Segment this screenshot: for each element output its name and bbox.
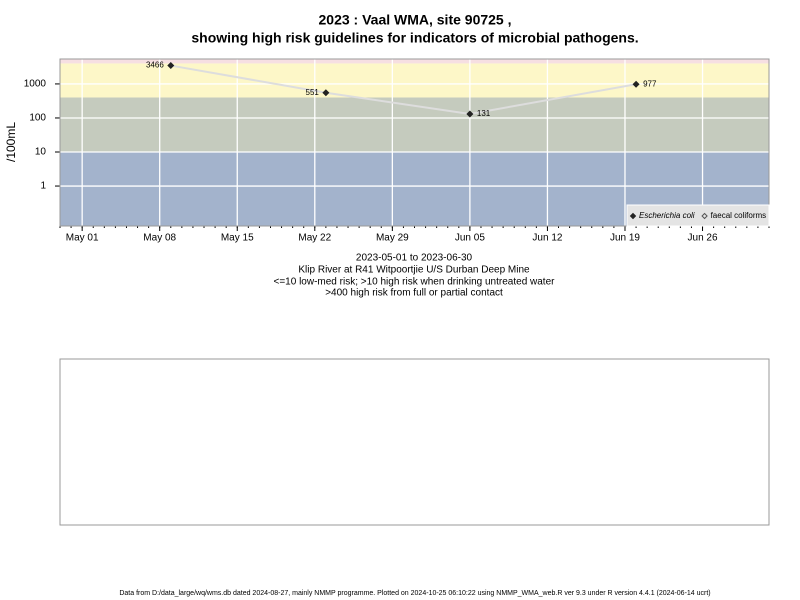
risk-band <box>60 63 769 98</box>
x-tick-label: May 15 <box>221 233 254 244</box>
y-tick-label: 1 <box>40 181 46 192</box>
legend-label: Escherichia coli <box>639 211 695 220</box>
note: >400 high risk from full or partial cont… <box>325 288 503 299</box>
x-tick-label: May 22 <box>298 233 331 244</box>
data-point <box>167 62 175 70</box>
y-tick-label: 100 <box>29 113 46 124</box>
note: Klip River at R41 Witpoortjie U/S Durban… <box>298 265 530 276</box>
empty-panel <box>59 358 770 526</box>
data-label: 977 <box>643 79 657 88</box>
note: <=10 low-med risk; >10 high risk when dr… <box>274 277 556 288</box>
legend-marker <box>701 212 708 220</box>
chart-title: 2023 : Vaal WMA, site 90725 , <box>319 12 512 28</box>
footer: Data from D:/data_large/wq/wms.db dated … <box>119 590 710 597</box>
x-tick-label: Jun 19 <box>610 233 640 244</box>
x-tick-label: May 01 <box>66 233 99 244</box>
y-tick-label: 10 <box>35 147 47 158</box>
series-line <box>170 64 637 115</box>
chart-subtitle: showing high risk guidelines for indicat… <box>191 30 638 46</box>
note: 2023-05-01 to 2023-06-30 <box>356 253 473 264</box>
legend-marker <box>629 212 637 220</box>
x-tick-label: May 08 <box>143 233 176 244</box>
data-point <box>466 110 474 118</box>
y-axis-label: /100mL <box>4 122 18 162</box>
legend-label: faecal coliforms <box>711 211 767 220</box>
x-tick-label: Jun 26 <box>688 233 718 244</box>
data-label: 131 <box>477 109 491 118</box>
x-tick-label: Jun 12 <box>532 233 562 244</box>
data-label: 551 <box>306 88 320 97</box>
legend-box <box>626 204 770 227</box>
y-tick-label: 1000 <box>24 79 47 90</box>
data-label: 3466 <box>146 61 164 70</box>
risk-band <box>60 59 769 64</box>
x-tick-label: Jun 05 <box>455 233 485 244</box>
x-tick-label: May 29 <box>376 233 409 244</box>
data-point <box>632 80 640 88</box>
plot-frame <box>59 58 770 227</box>
data-point <box>322 89 330 97</box>
